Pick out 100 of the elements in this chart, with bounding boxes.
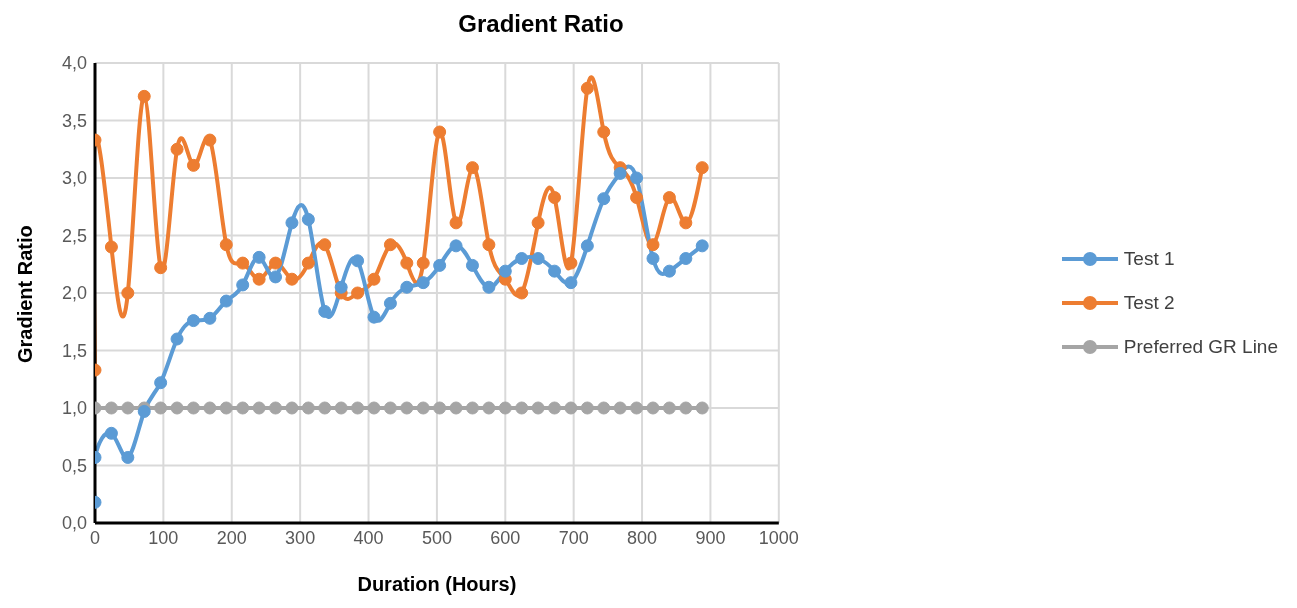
- point: [351, 286, 365, 300]
- point: [662, 401, 676, 415]
- point: [531, 401, 545, 415]
- point: [548, 264, 562, 278]
- point: [613, 166, 627, 180]
- point: [630, 191, 644, 205]
- point: [531, 216, 545, 230]
- point: [285, 272, 299, 286]
- point: [186, 401, 200, 415]
- point: [580, 401, 594, 415]
- point: [515, 252, 529, 265]
- point: [531, 252, 545, 265]
- point: [400, 401, 414, 415]
- point: [318, 304, 332, 318]
- point: [580, 81, 594, 95]
- point: [154, 401, 168, 415]
- x-axis-title: Duration (Hours): [357, 573, 517, 595]
- point: [170, 142, 184, 156]
- point: [449, 239, 463, 253]
- point: [104, 401, 118, 415]
- x-tick-label: 200: [216, 527, 247, 548]
- point: [367, 272, 381, 286]
- point: [613, 401, 627, 415]
- y-tick-label: 1,5: [61, 340, 87, 361]
- point: [269, 270, 283, 284]
- point: [367, 310, 381, 324]
- y-tick-label: 2,0: [61, 283, 87, 304]
- point: [121, 286, 135, 300]
- point: [433, 258, 447, 272]
- point: [597, 192, 611, 206]
- point: [400, 256, 414, 270]
- point: [695, 401, 709, 415]
- point: [662, 191, 676, 205]
- point: [498, 264, 512, 278]
- point: [318, 238, 332, 252]
- point: [515, 286, 529, 300]
- x-tick-label: 800: [627, 527, 658, 548]
- point: [646, 238, 660, 252]
- x-tick-label: 700: [558, 527, 589, 548]
- point: [252, 250, 266, 264]
- point: [219, 294, 233, 308]
- point: [367, 401, 381, 415]
- x-tick-label: 0: [89, 527, 101, 548]
- point: [416, 276, 430, 290]
- point: [170, 401, 184, 415]
- point: [154, 261, 168, 275]
- point: [449, 216, 463, 230]
- point: [597, 401, 611, 415]
- point: [269, 401, 283, 415]
- point: [351, 401, 365, 415]
- x-tick-label: 500: [421, 527, 452, 548]
- point: [351, 254, 365, 268]
- point: [383, 238, 397, 252]
- point: [203, 133, 217, 147]
- point: [219, 238, 233, 252]
- legend-label: Test 2: [1123, 292, 1175, 314]
- point: [400, 280, 414, 294]
- point: [170, 332, 184, 346]
- point: [252, 401, 266, 415]
- point: [334, 401, 348, 415]
- point: [564, 256, 578, 270]
- x-tick-label: 100: [148, 527, 179, 548]
- point: [383, 401, 397, 415]
- x-tick-label: 400: [353, 527, 384, 548]
- point: [186, 314, 200, 328]
- point: [121, 401, 135, 415]
- point: [236, 278, 250, 292]
- point: [269, 256, 283, 270]
- point: [548, 191, 562, 205]
- point: [203, 401, 217, 415]
- point: [301, 212, 315, 226]
- point: [334, 280, 348, 294]
- point: [121, 450, 135, 464]
- point: [515, 401, 529, 415]
- y-tick-label: 2,5: [61, 225, 87, 246]
- point: [433, 125, 447, 139]
- point: [695, 239, 709, 253]
- point: [465, 258, 479, 272]
- legend-label: Test 1: [1123, 248, 1175, 270]
- point: [301, 401, 315, 415]
- point: [564, 401, 578, 415]
- y-tick-label: 3,5: [61, 110, 87, 131]
- point: [285, 401, 299, 415]
- point: [416, 256, 430, 270]
- x-tick-label: 900: [695, 527, 726, 548]
- point: [465, 161, 479, 175]
- y-tick-label: 3,0: [61, 168, 87, 189]
- y-tick-label: 1,0: [61, 398, 87, 419]
- point: [465, 401, 479, 415]
- x-tick-label: 600: [490, 527, 521, 548]
- point: [236, 256, 250, 270]
- point: [482, 401, 496, 415]
- point: [449, 401, 463, 415]
- point: [695, 161, 709, 175]
- point: [137, 89, 151, 103]
- point: [285, 216, 299, 230]
- x-tick-label: 1000: [758, 527, 799, 548]
- y-tick-label: 0,5: [61, 455, 87, 476]
- point: [219, 401, 233, 415]
- point: [679, 252, 693, 265]
